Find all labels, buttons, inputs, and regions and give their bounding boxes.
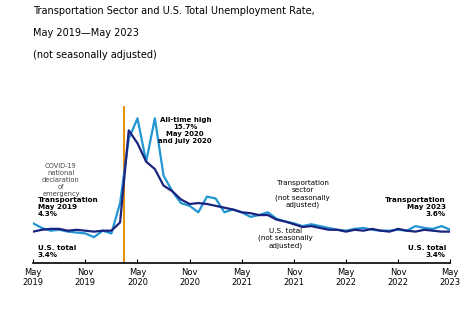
Text: U.S. total
3.4%: U.S. total 3.4% <box>408 245 446 258</box>
Text: May 2019—May 2023: May 2019—May 2023 <box>33 28 139 38</box>
Text: Transportation
May 2019
4.3%: Transportation May 2019 4.3% <box>37 197 98 217</box>
Text: (not seasonally adjusted): (not seasonally adjusted) <box>33 50 157 60</box>
Text: Transportation
May 2023
3.6%: Transportation May 2023 3.6% <box>385 197 446 217</box>
Text: U.S. total
(not seasonally
adjusted): U.S. total (not seasonally adjusted) <box>258 228 312 249</box>
Text: Transportation
sector
(not seasonally
adjusted): Transportation sector (not seasonally ad… <box>275 180 330 208</box>
Text: COVID-19
national
declaration
of
emergency: COVID-19 national declaration of emergen… <box>42 163 80 198</box>
Text: Transportation Sector and U.S. Total Unemployment Rate,: Transportation Sector and U.S. Total Une… <box>33 6 315 16</box>
Text: All-time high
15.7%
May 2020
and July 2020: All-time high 15.7% May 2020 and July 20… <box>158 117 212 145</box>
Text: U.S. total
3.4%: U.S. total 3.4% <box>37 245 76 258</box>
